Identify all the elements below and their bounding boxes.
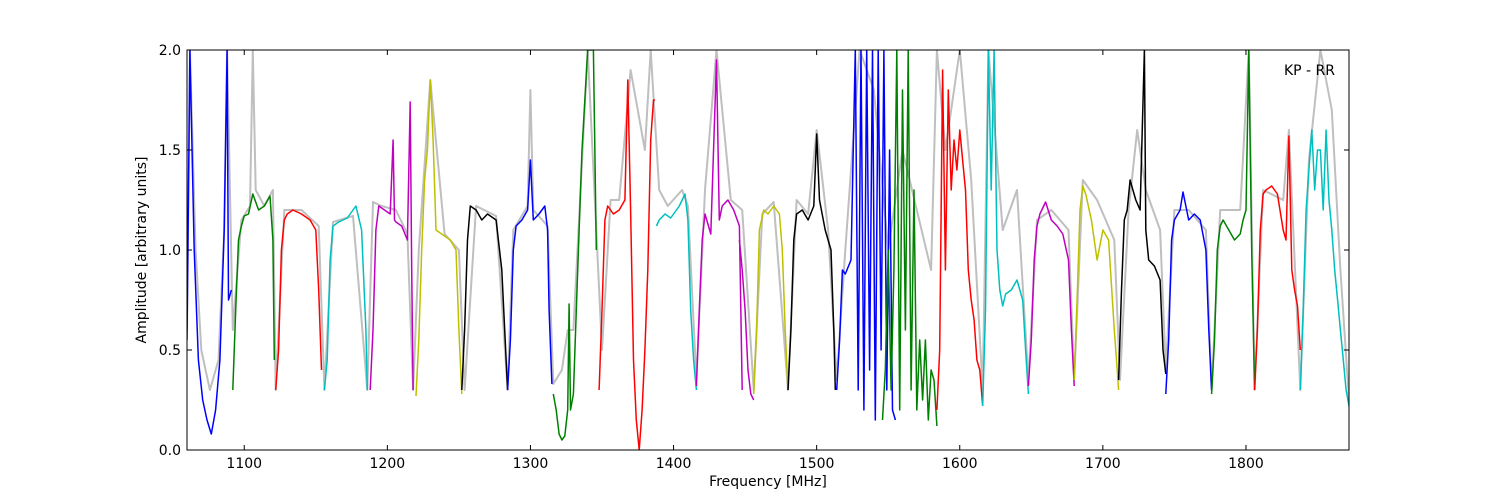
series-line-22 <box>1117 50 1167 381</box>
x-tick-label: 1100 <box>226 456 262 472</box>
series-line-24 <box>1210 50 1256 395</box>
x-tick-label: 1400 <box>656 456 692 472</box>
plot-background <box>187 50 1349 450</box>
series-line-12 <box>695 59 743 391</box>
series-line-17 <box>881 50 938 427</box>
series-line-11 <box>655 193 698 391</box>
series-line-7 <box>461 205 509 391</box>
series-line-20 <box>1027 201 1075 387</box>
y-tick-label: 0.0 <box>159 443 181 459</box>
x-tick-label: 1800 <box>1228 456 1264 472</box>
series-line-5 <box>369 101 414 391</box>
y-axis-label: Amplitude [arbitrary units] <box>134 157 150 344</box>
series-line-15 <box>787 133 837 391</box>
x-tick-label: 1300 <box>513 456 549 472</box>
series-line-19 <box>981 50 1030 407</box>
series-line-25 <box>1253 135 1302 391</box>
x-tick-label: 1700 <box>1085 456 1121 472</box>
series-line-2 <box>232 193 276 391</box>
series-line-23 <box>1165 191 1213 395</box>
x-tick-label: 1600 <box>942 456 978 472</box>
series-line-6 <box>415 79 463 397</box>
background-trace <box>187 50 1349 401</box>
series-line-18 <box>936 69 984 411</box>
series-line-26 <box>1299 129 1349 407</box>
series-line-21 <box>1073 185 1120 391</box>
series-line-8 <box>506 159 553 391</box>
series-line-14 <box>752 205 789 395</box>
series-line-13 <box>738 239 755 401</box>
y-tick-label: 1.0 <box>159 243 181 259</box>
y-tick-label: 1.5 <box>159 143 181 159</box>
series-line-1 <box>187 50 233 435</box>
x-tick-label: 1500 <box>799 456 835 472</box>
axis-ticks: 1100 1200 1300 1400 1500 1600 1700 1800 0.0 0.5 1.… <box>159 43 1349 472</box>
series-line-4 <box>323 205 369 391</box>
plot-frame <box>186 49 1350 451</box>
series-line-9 <box>552 50 598 441</box>
chart-annotation: KP - RR <box>1284 63 1335 79</box>
y-tick-label: 2.0 <box>159 43 181 59</box>
x-tick-label: 1200 <box>370 456 406 472</box>
plot-area <box>187 50 1349 450</box>
y-tick-label: 0.5 <box>159 343 181 359</box>
x-axis-label: Frequency [MHz] <box>709 474 827 490</box>
series-line-10 <box>598 79 655 450</box>
series-line-3 <box>274 209 323 391</box>
